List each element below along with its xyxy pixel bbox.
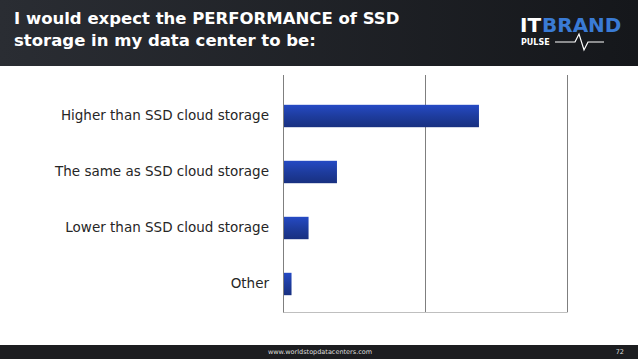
category-label: Lower than SSD cloud storage (65, 219, 269, 235)
category-label: Other (231, 275, 270, 291)
y-tick: Higher than SSD cloud storage (61, 107, 283, 123)
y-tick: Lower than SSD cloud storage (65, 219, 283, 235)
slide: I would expect the PERFORMANCE of SSDsto… (0, 0, 638, 359)
grid-line (567, 75, 568, 312)
bar (283, 273, 292, 295)
category-label: The same as SSD cloud storage (54, 163, 269, 179)
y-axis: Higher than SSD cloud storage The same as… (54, 89, 284, 313)
logo-text: PULSE (521, 38, 550, 47)
bars (283, 105, 479, 295)
x-tick (283, 75, 284, 312)
y-tick: The same as SSD cloud storage (54, 163, 283, 179)
logo-text: BRAND (542, 13, 621, 37)
bar (283, 105, 479, 127)
logo: ITBRANDPULSE (520, 13, 621, 50)
footer-band (0, 345, 638, 359)
title: I would expect the PERFORMANCE of SSDsto… (14, 9, 399, 50)
grid-line (283, 75, 284, 312)
x-axis (284, 75, 568, 313)
category-label: Higher than SSD cloud storage (61, 107, 269, 123)
logo-text: IT (520, 13, 541, 37)
page-number: 72 (616, 348, 624, 356)
x-axis-line (284, 75, 568, 313)
bar (283, 161, 337, 183)
header-band (0, 0, 638, 66)
logo-pulse (555, 34, 604, 50)
footer-url: www.worldstopdatacenters.com (268, 348, 372, 356)
bar (283, 217, 309, 239)
x-tick (567, 75, 568, 312)
y-axis-line (283, 89, 284, 313)
y-tick: Other (231, 275, 283, 291)
